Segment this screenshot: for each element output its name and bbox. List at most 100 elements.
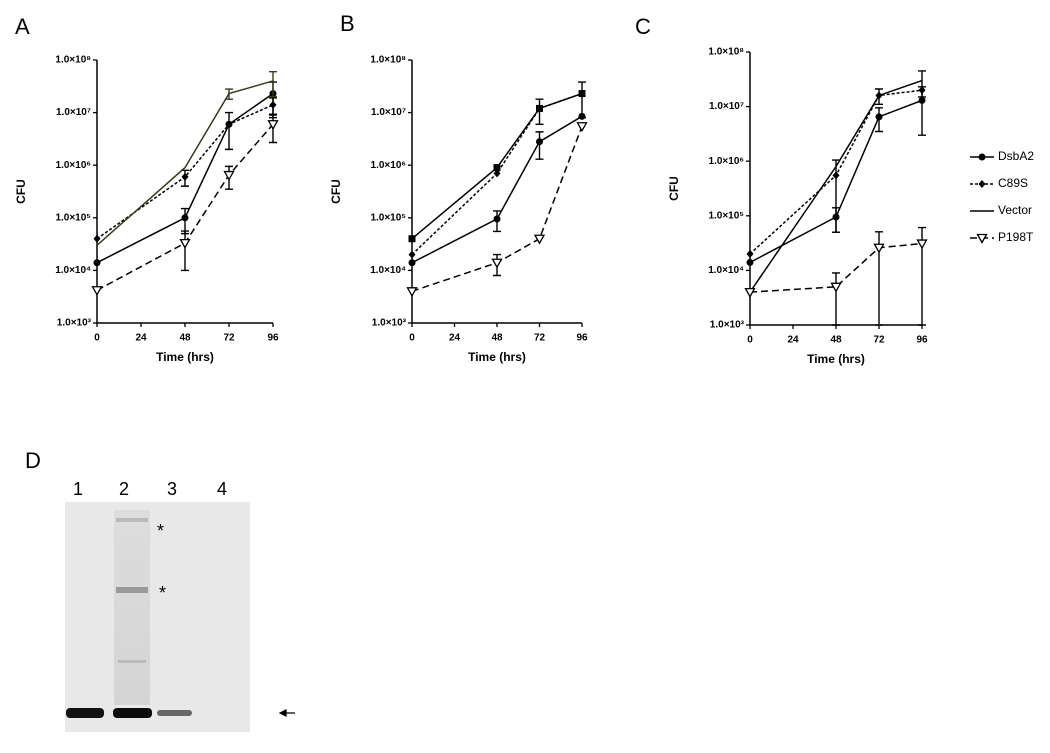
y-tick-label: 1.0×10⁶ bbox=[709, 156, 744, 167]
marker bbox=[533, 234, 546, 245]
x-tick-label: 0 bbox=[94, 333, 100, 344]
y-tick-label: 1.0×10³ bbox=[710, 320, 745, 331]
x-tick-label: 48 bbox=[830, 335, 842, 346]
gel-image bbox=[65, 502, 250, 732]
error-bar bbox=[832, 272, 840, 326]
x-tick-label: 72 bbox=[223, 333, 235, 344]
marker bbox=[179, 238, 191, 249]
marker bbox=[576, 122, 588, 133]
series-line bbox=[411, 125, 583, 293]
lane-label: 3 bbox=[167, 479, 177, 499]
lane-label: 2 bbox=[119, 479, 129, 499]
y-tick-label: 1.0×10⁸ bbox=[708, 47, 744, 58]
legend-label: DsbA2 bbox=[998, 149, 1034, 163]
marker bbox=[832, 171, 840, 180]
x-tick-label: 0 bbox=[409, 333, 415, 344]
marker bbox=[916, 239, 928, 250]
series-line bbox=[749, 89, 923, 255]
legend-label: Vector bbox=[998, 203, 1032, 217]
lane-label: 1 bbox=[73, 479, 83, 499]
marker bbox=[978, 153, 986, 161]
x-tick-label: 96 bbox=[916, 335, 928, 346]
error-bar bbox=[875, 88, 883, 106]
y-axis-title: CFU bbox=[667, 176, 681, 201]
x-tick-label: 0 bbox=[747, 335, 753, 346]
panel-label: B bbox=[340, 11, 355, 36]
marker bbox=[408, 235, 416, 243]
error-bar bbox=[918, 70, 926, 98]
y-tick-label: 1.0×10⁸ bbox=[370, 55, 406, 66]
marker bbox=[744, 287, 756, 298]
y-tick-label: 1.0×10⁵ bbox=[55, 212, 91, 223]
marker bbox=[491, 258, 503, 269]
marker bbox=[408, 259, 416, 267]
error-bar bbox=[269, 70, 277, 98]
y-tick-label: 1.0×10⁴ bbox=[370, 265, 406, 276]
error-bar bbox=[578, 81, 586, 119]
marker bbox=[746, 258, 754, 266]
band-mark: * bbox=[157, 521, 164, 541]
panel-label: D bbox=[25, 448, 41, 473]
error-bar bbox=[225, 111, 233, 151]
series-line bbox=[96, 80, 274, 246]
marker bbox=[493, 164, 501, 172]
band-mark: * bbox=[159, 583, 166, 603]
marker bbox=[746, 249, 754, 258]
marker bbox=[918, 96, 926, 104]
marker bbox=[225, 120, 233, 129]
marker bbox=[976, 233, 988, 244]
y-tick-label: 1.0×10⁶ bbox=[56, 160, 91, 171]
error-bar bbox=[225, 88, 233, 100]
series-line bbox=[411, 92, 583, 240]
y-tick-label: 1.0×10⁶ bbox=[371, 160, 406, 171]
series-line bbox=[411, 115, 583, 264]
marker bbox=[181, 172, 189, 181]
x-tick-label: 24 bbox=[135, 333, 147, 344]
error-bar bbox=[535, 131, 544, 160]
error-bar bbox=[181, 230, 189, 272]
marker bbox=[875, 113, 883, 121]
x-tick-label: 96 bbox=[267, 333, 279, 344]
y-tick-label: 1.0×10⁷ bbox=[371, 107, 406, 118]
marker bbox=[223, 170, 235, 181]
x-tick-label: 24 bbox=[449, 333, 461, 344]
y-axis-title: CFU bbox=[14, 179, 28, 204]
x-tick-label: 72 bbox=[873, 335, 885, 346]
marker bbox=[267, 120, 279, 131]
marker bbox=[493, 215, 501, 223]
marker bbox=[91, 286, 103, 297]
series-line bbox=[749, 242, 923, 293]
marker bbox=[181, 214, 189, 222]
marker bbox=[406, 287, 418, 298]
x-tick-label: 96 bbox=[576, 333, 588, 344]
series-line bbox=[96, 123, 274, 291]
marker bbox=[830, 282, 842, 293]
series-line bbox=[96, 104, 274, 240]
y-tick-label: 1.0×10³ bbox=[372, 318, 407, 329]
marker bbox=[93, 234, 101, 243]
band-arrow bbox=[278, 709, 295, 717]
y-tick-label: 1.0×10⁴ bbox=[55, 265, 91, 276]
marker bbox=[408, 250, 416, 259]
legend-label: P198T bbox=[998, 230, 1034, 244]
y-tick-label: 1.0×10³ bbox=[57, 318, 92, 329]
marker bbox=[269, 100, 277, 109]
y-tick-label: 1.0×10⁵ bbox=[370, 212, 406, 223]
x-axis-title: Time (hrs) bbox=[156, 350, 214, 364]
y-tick-label: 1.0×10⁴ bbox=[708, 265, 744, 276]
y-axis-title: CFU bbox=[329, 179, 343, 204]
y-tick-label: 1.0×10⁸ bbox=[55, 55, 91, 66]
marker bbox=[873, 243, 885, 254]
marker bbox=[493, 169, 501, 178]
x-tick-label: 72 bbox=[534, 333, 546, 344]
y-tick-label: 1.0×10⁷ bbox=[56, 107, 91, 118]
y-tick-label: 1.0×10⁵ bbox=[708, 210, 744, 221]
marker bbox=[536, 138, 543, 146]
x-tick-label: 48 bbox=[491, 333, 503, 344]
marker bbox=[978, 180, 986, 188]
series-line bbox=[96, 92, 274, 264]
marker bbox=[578, 90, 586, 98]
x-axis-title: Time (hrs) bbox=[468, 350, 526, 364]
x-axis-title: Time (hrs) bbox=[807, 352, 865, 366]
